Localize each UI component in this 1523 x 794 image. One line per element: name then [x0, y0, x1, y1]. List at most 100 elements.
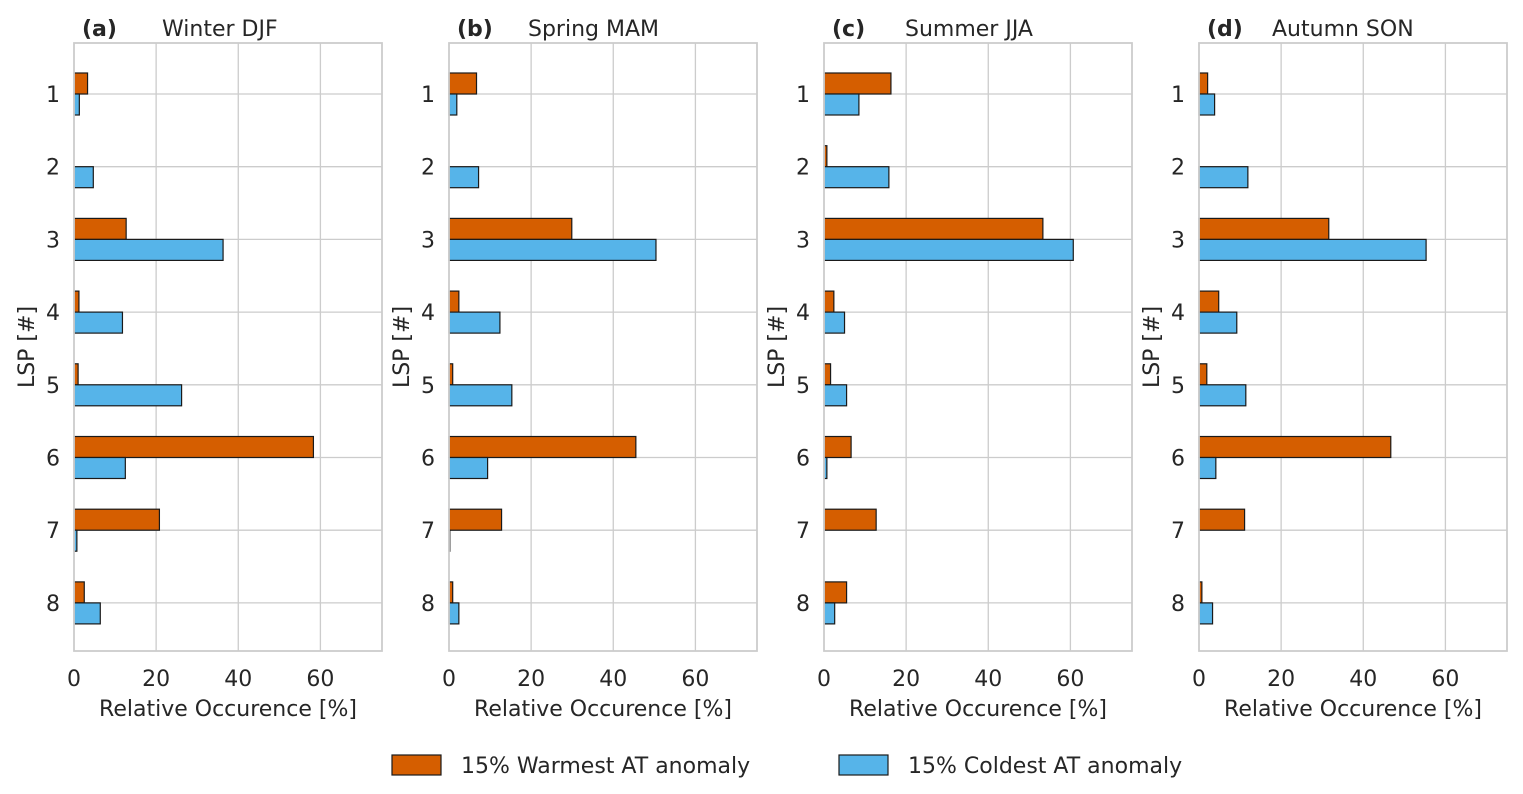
bar-warmest-lsp-4: [823, 290, 835, 313]
x-tick-label: 0: [67, 667, 81, 692]
y-tick-label: 6: [421, 447, 435, 472]
bar-coldest-lsp-5: [823, 384, 848, 407]
panel-title: Summer JJA: [905, 17, 1033, 42]
bar-coldest-lsp-2: [448, 166, 480, 189]
x-tick-label: 20: [517, 667, 545, 692]
bar-warmest-lsp-8: [73, 581, 85, 604]
x-axis-label: Relative Occurence [%]: [849, 697, 1107, 722]
x-tick-label: 40: [599, 667, 627, 692]
x-tick-label: 40: [224, 667, 252, 692]
y-tick-label: 8: [46, 592, 60, 617]
panel-d: 1 2 3 4 5 6 7 8 0 20 40 60 Relative Occurence [%] LSP…: [1140, 17, 1508, 722]
y-tick-label: 7: [421, 519, 435, 544]
panel-letter: (b): [457, 17, 493, 42]
bar-coldest-lsp-1: [448, 93, 458, 116]
y-tick-label: 6: [46, 447, 60, 472]
axes-frame: [1198, 42, 1508, 652]
y-tick-label: 7: [46, 519, 60, 544]
y-axis-label: LSP [#]: [765, 306, 790, 388]
bar-coldest-lsp-4: [1198, 311, 1238, 334]
bar-coldest-lsp-4: [73, 311, 124, 334]
bar-coldest-lsp-3: [823, 238, 1074, 261]
panel-b: 1 2 3 4 5 6 7 8 0 20 40 60 Relative Occurence [%] LSP…: [390, 17, 758, 722]
bar-coldest-lsp-3: [1198, 238, 1427, 261]
y-tick-label: 3: [1171, 228, 1185, 253]
bar-coldest-lsp-2: [1198, 166, 1249, 189]
panel-c: 1 2 3 4 5 6 7 8 0 20 40 60 Relative Occurence [%] LSP…: [765, 17, 1133, 722]
y-tick-label: 7: [796, 519, 810, 544]
bar-coldest-lsp-8: [823, 602, 836, 625]
y-tick-label: 8: [796, 592, 810, 617]
panel-a: 1 2 3 4 5 6 7 8 0 20 40 60 Relative Occurence [%] LSP…: [15, 17, 383, 722]
bar-coldest-lsp-8: [73, 602, 101, 625]
bar-warmest-lsp-4: [448, 290, 460, 313]
bar-warmest-lsp-7: [73, 508, 161, 531]
bar-warmest-lsp-5: [1198, 363, 1208, 386]
axes-frame: [823, 42, 1133, 652]
axes-frame: [448, 42, 758, 652]
bar-warmest-lsp-3: [73, 217, 127, 240]
x-tick-label: 0: [1192, 667, 1206, 692]
x-axis-label: Relative Occurence [%]: [99, 697, 357, 722]
y-tick-label: 3: [796, 228, 810, 253]
legend-label-warmest: 15% Warmest AT anomaly: [461, 754, 750, 779]
bar-coldest-lsp-6: [73, 456, 126, 480]
bar-warmest-lsp-5: [823, 363, 832, 386]
y-tick-label: 8: [421, 592, 435, 617]
bar-coldest-lsp-1: [823, 93, 860, 116]
y-tick-label: 2: [421, 156, 435, 181]
bar-coldest-lsp-8: [448, 602, 460, 625]
y-tick-label: 4: [46, 301, 60, 326]
bar-warmest-lsp-1: [73, 72, 89, 95]
legend: 15% Warmest AT anomaly 15% Coldest AT an…: [391, 754, 1182, 779]
panel-letter: (d): [1207, 17, 1243, 42]
x-axis-label: Relative Occurence [%]: [474, 697, 732, 722]
y-tick-label: 3: [421, 228, 435, 253]
y-tick-label: 6: [1171, 447, 1185, 472]
y-axis-label: LSP [#]: [1140, 306, 1165, 388]
bar-warmest-lsp-1: [448, 72, 478, 95]
bar-coldest-lsp-5: [73, 384, 183, 407]
bar-warmest-lsp-7: [823, 508, 877, 531]
bar-coldest-lsp-2: [823, 166, 890, 189]
bar-warmest-lsp-6: [1198, 435, 1392, 459]
legend-label-coldest: 15% Coldest AT anomaly: [908, 754, 1182, 779]
panel-title: Winter DJF: [162, 17, 278, 42]
bar-warmest-lsp-6: [73, 435, 315, 459]
y-axis-label: LSP [#]: [15, 306, 40, 388]
y-tick-label: 3: [46, 228, 60, 253]
panel-letter: (a): [82, 17, 117, 42]
x-tick-label: 0: [442, 667, 456, 692]
y-tick-label: 5: [46, 374, 60, 399]
y-axis-label: LSP [#]: [390, 306, 415, 388]
bar-warmest-lsp-7: [448, 508, 503, 531]
x-tick-label: 60: [1056, 667, 1084, 692]
bar-coldest-lsp-8: [1198, 602, 1214, 625]
bar-coldest-lsp-4: [448, 311, 501, 334]
y-tick-label: 6: [796, 447, 810, 472]
y-tick-label: 2: [796, 156, 810, 181]
bar-warmest-lsp-4: [1198, 290, 1220, 313]
bar-coldest-lsp-5: [448, 384, 513, 407]
bar-coldest-lsp-4: [823, 311, 846, 334]
bar-coldest-lsp-5: [1198, 384, 1247, 407]
bar-coldest-lsp-6: [1198, 456, 1217, 480]
y-tick-label: 5: [421, 374, 435, 399]
y-tick-label: 5: [1171, 374, 1185, 399]
x-tick-label: 60: [1431, 667, 1459, 692]
bar-warmest-lsp-3: [823, 217, 1044, 240]
y-tick-label: 2: [1171, 156, 1185, 181]
bar-warmest-lsp-1: [823, 72, 892, 95]
y-tick-label: 1: [421, 83, 435, 108]
x-axis-label: Relative Occurence [%]: [1224, 697, 1482, 722]
x-tick-label: 40: [1349, 667, 1377, 692]
x-tick-label: 0: [817, 667, 831, 692]
legend-swatch-warmest: [391, 754, 442, 776]
bar-warmest-lsp-1: [1198, 72, 1209, 95]
x-tick-label: 20: [892, 667, 920, 692]
y-tick-label: 1: [46, 83, 60, 108]
y-tick-label: 4: [421, 301, 435, 326]
bar-warmest-lsp-3: [1198, 217, 1330, 240]
